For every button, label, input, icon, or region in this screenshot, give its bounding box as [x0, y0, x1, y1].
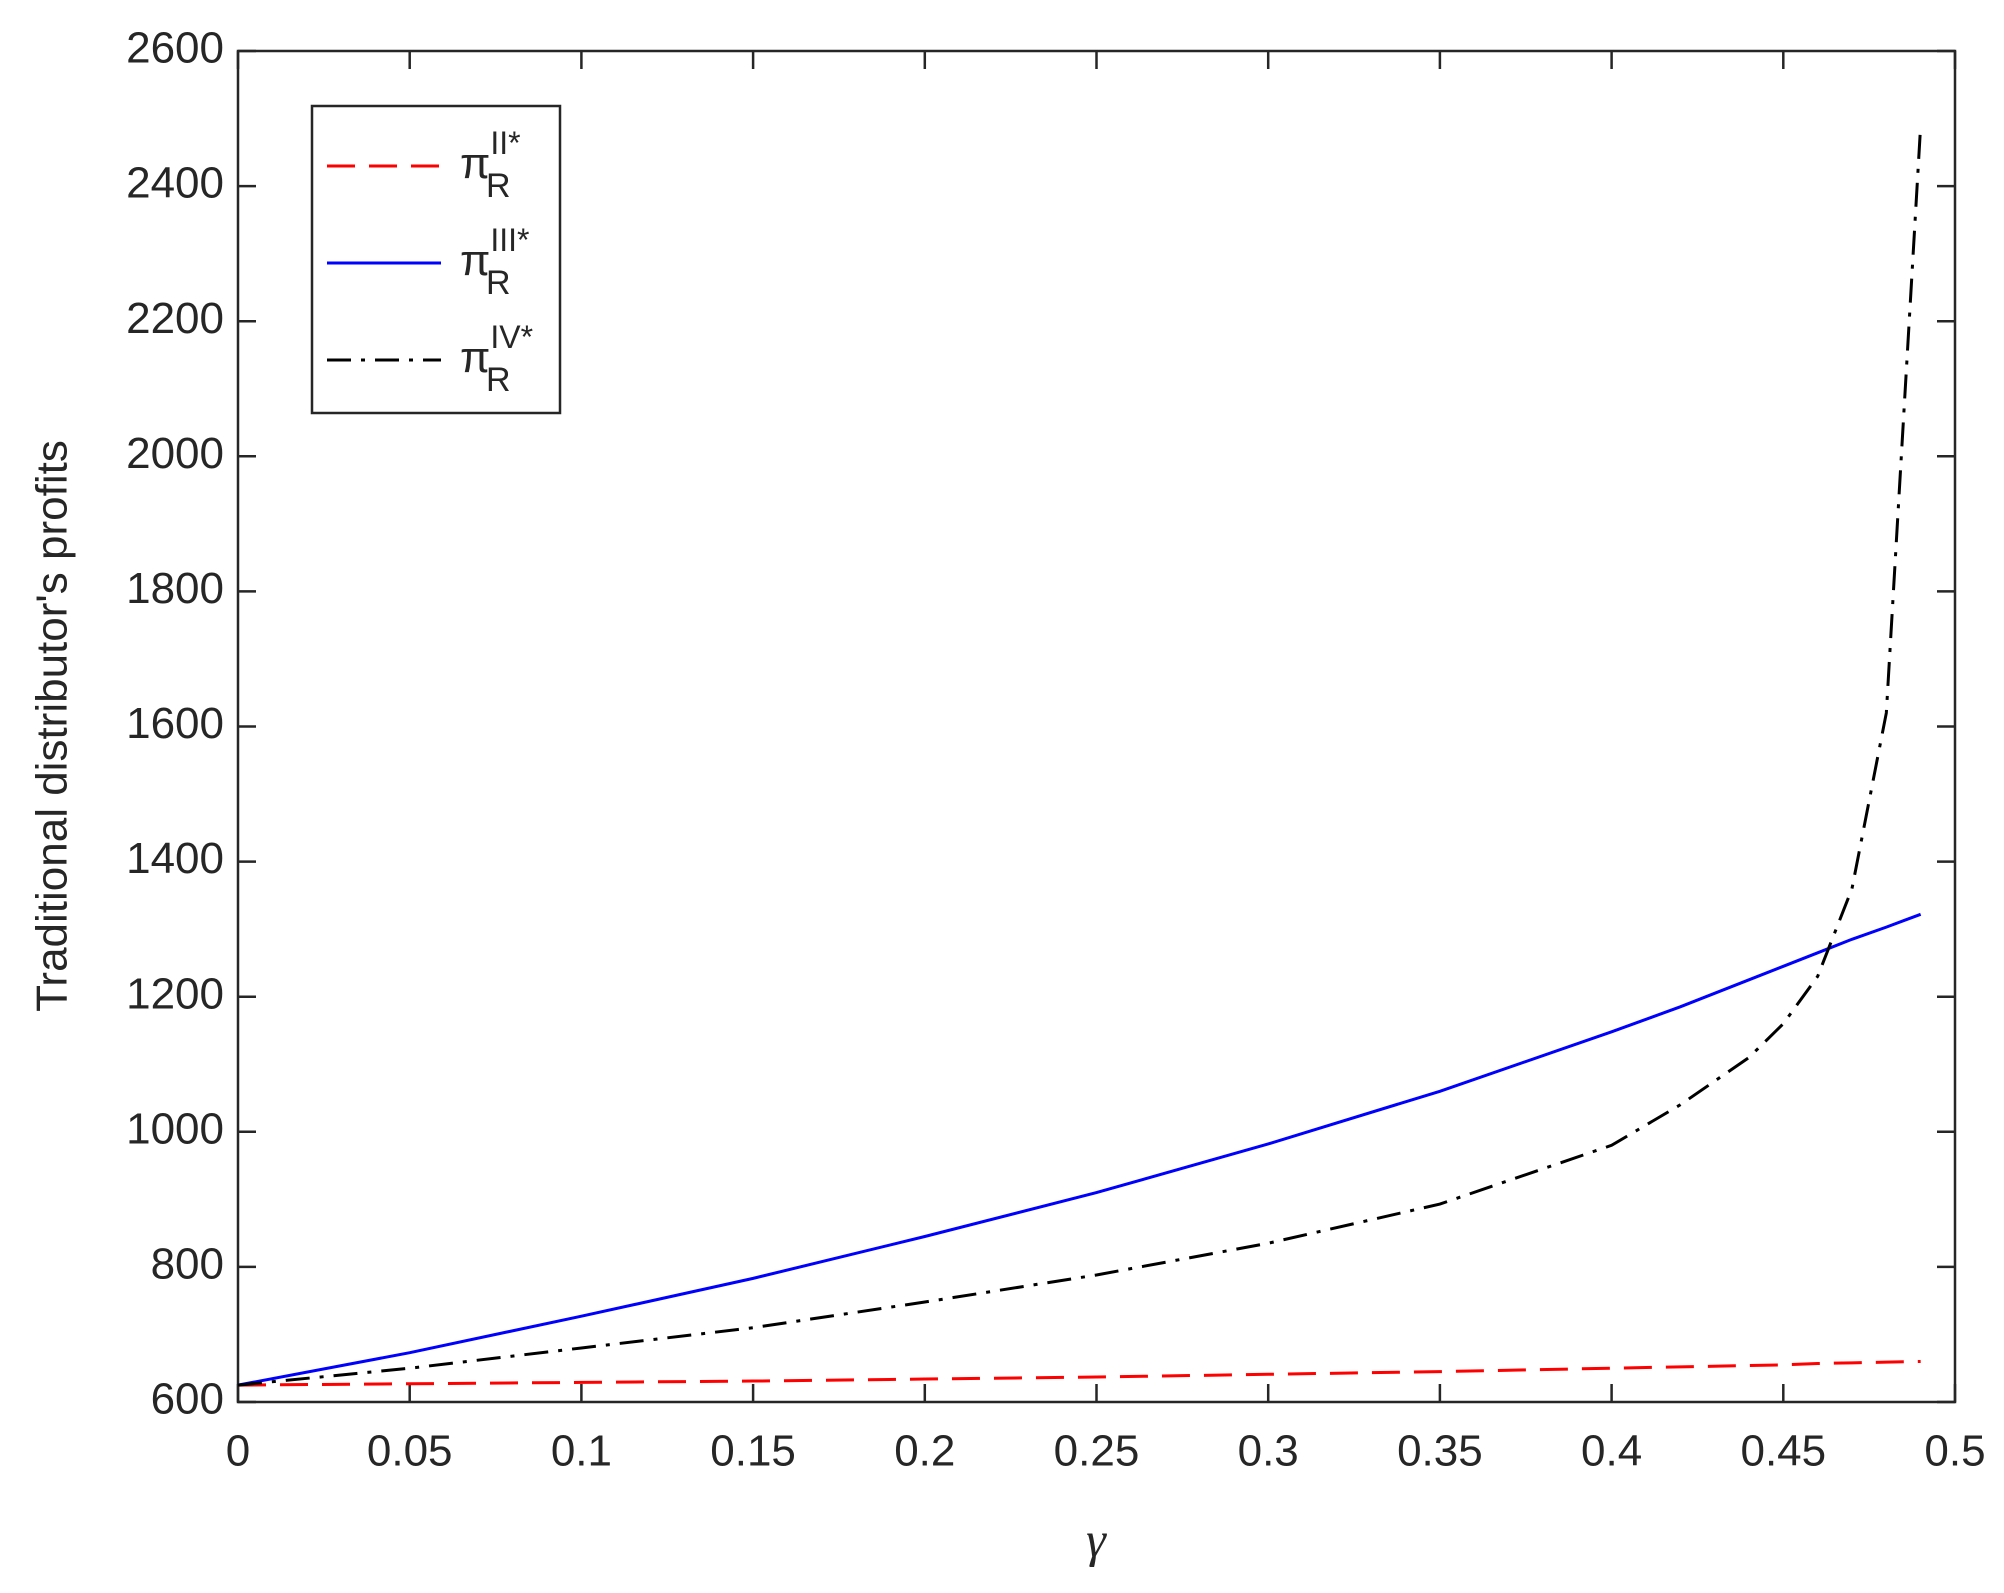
legend-label: πIII* R	[460, 222, 529, 302]
series-line	[237, 125, 1923, 1387]
y-tick-label: 1600	[126, 699, 224, 748]
y-tick-label: 2200	[126, 294, 224, 343]
y-tick-label: 1800	[126, 564, 224, 613]
x-tick-label: 0.3	[1238, 1427, 1299, 1476]
x-axis-label: γ	[1086, 1511, 1107, 1567]
x-tick-label: 0.15	[710, 1427, 796, 1476]
y-tick-label: 2600	[126, 24, 224, 73]
y-tick-label: 600	[151, 1375, 224, 1424]
x-tick-label: 0.4	[1581, 1427, 1642, 1476]
x-tick-label: 0.05	[367, 1427, 453, 1476]
x-tick-label: 0	[226, 1427, 250, 1476]
x-tick-label: 0.1	[551, 1427, 612, 1476]
x-tick-label: 0.45	[1740, 1427, 1826, 1476]
y-tick-label: 2000	[126, 429, 224, 478]
y-tick-label: 2400	[126, 159, 224, 208]
series-line	[237, 912, 1922, 1387]
y-tick-label: 1400	[126, 834, 224, 883]
y-tick-label: 1200	[126, 969, 224, 1018]
x-tick-label: 0.25	[1054, 1427, 1140, 1476]
x-tick-label: 0.35	[1397, 1427, 1483, 1476]
legend-label: πII* R	[460, 125, 521, 205]
y-tick-label: 800	[151, 1240, 224, 1289]
y-tick-label: 1000	[126, 1104, 224, 1153]
x-tick-label: 0.5	[1924, 1427, 1985, 1476]
legend: πII* R πIII* R πIV* R	[310, 104, 562, 415]
y-axis-label: Traditional distributor's profits	[28, 440, 77, 1012]
legend-box	[310, 104, 562, 415]
x-tick-label: 0.2	[894, 1427, 955, 1476]
series-line	[237, 1359, 1921, 1387]
legend-label: πIV* R	[460, 319, 533, 399]
